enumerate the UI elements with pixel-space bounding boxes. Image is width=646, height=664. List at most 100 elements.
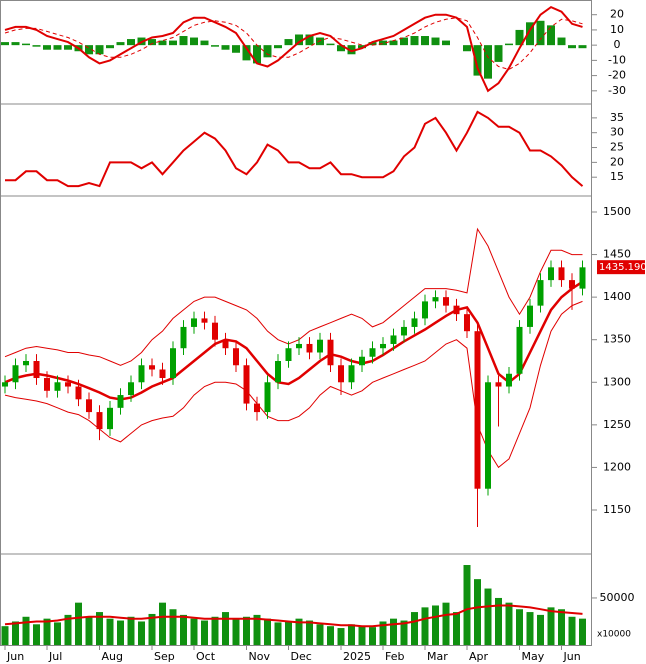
candle-body xyxy=(23,360,29,366)
x-tick-label: Dec xyxy=(291,650,312,663)
volume-bar xyxy=(1,626,9,645)
histogram-bar xyxy=(526,22,534,46)
histogram-bar xyxy=(64,45,72,50)
candle-body xyxy=(443,297,449,306)
x-tick-label: Feb xyxy=(385,650,404,663)
volume-bar xyxy=(159,602,166,645)
volume-bar xyxy=(54,622,61,645)
series-line xyxy=(5,110,584,188)
histogram-bar xyxy=(557,37,566,46)
histogram-bar xyxy=(568,45,576,49)
histogram-bar xyxy=(431,37,440,46)
candle-body xyxy=(380,343,386,349)
candle-body xyxy=(128,382,134,396)
volume-bar xyxy=(558,609,565,645)
volume-bar xyxy=(201,620,208,645)
candle-body xyxy=(180,326,187,349)
volume-bar xyxy=(421,607,429,645)
y-tick-label: -30 xyxy=(608,84,626,97)
candle-body xyxy=(464,314,470,332)
x-tick-label: Apr xyxy=(469,650,489,663)
histogram-bar xyxy=(253,45,261,64)
histogram-bar xyxy=(463,45,471,52)
histogram-bar xyxy=(305,34,314,46)
candle-body xyxy=(422,301,428,319)
volume-bar xyxy=(411,612,418,645)
volume-bar xyxy=(180,614,187,645)
candle-body xyxy=(401,326,407,336)
y-tick-label: 10 xyxy=(610,23,624,36)
volume-bar xyxy=(232,618,240,645)
candle-body xyxy=(170,348,176,379)
histogram-bar xyxy=(211,45,219,47)
histogram-bar xyxy=(169,40,177,46)
last-price-label: 1435.190 xyxy=(599,262,646,273)
candle-body xyxy=(453,305,460,315)
histogram-bar xyxy=(326,43,335,46)
volume-bar xyxy=(337,628,345,645)
volume-bar xyxy=(96,612,103,645)
volume-bar xyxy=(12,621,19,645)
candle-body xyxy=(569,280,575,289)
x-tick-label: Mar xyxy=(427,650,448,663)
y-tick-label: 1350 xyxy=(603,333,631,346)
y-tick-label: 1400 xyxy=(603,290,631,303)
histogram-bar xyxy=(127,39,135,46)
histogram-bar xyxy=(43,45,51,50)
x-tick-label: Aug xyxy=(102,650,123,663)
x-tick-label: Nov xyxy=(249,650,271,663)
candle-body xyxy=(254,403,260,413)
histogram-bar xyxy=(116,42,125,46)
volume-bar xyxy=(537,614,544,645)
series-line xyxy=(4,17,583,71)
y-tick-label: -20 xyxy=(608,69,626,82)
histogram-bar xyxy=(347,45,356,55)
volume-bar xyxy=(327,626,334,645)
volume-bar xyxy=(22,616,30,645)
histogram-bar xyxy=(505,43,513,46)
candle-body xyxy=(2,382,8,387)
histogram-bar xyxy=(284,39,293,46)
x-tick-label: Jul xyxy=(48,650,62,663)
candle-body xyxy=(390,335,397,344)
candle-body xyxy=(527,305,533,327)
volume-bar xyxy=(117,620,124,645)
volume-bar xyxy=(526,612,534,645)
x-tick-label: Jun xyxy=(563,650,581,663)
volume-bar xyxy=(264,618,271,645)
volume-bar xyxy=(348,624,355,645)
candle-body xyxy=(159,369,166,379)
histogram-bar xyxy=(578,45,587,49)
candle-body xyxy=(338,365,344,383)
histogram-bar xyxy=(316,37,324,46)
candle-body xyxy=(285,348,292,361)
histogram-bar xyxy=(515,29,524,46)
histogram-bar xyxy=(473,45,482,76)
candle-body xyxy=(212,322,218,340)
volume-bar xyxy=(547,607,555,645)
candle-body xyxy=(264,382,271,413)
x-tick-label: Oct xyxy=(196,650,216,663)
candle-body xyxy=(275,360,281,383)
x-tick-label: May xyxy=(522,650,545,663)
x-tick-label: Sep xyxy=(154,650,175,663)
candle-body xyxy=(44,378,50,391)
histogram-bar xyxy=(95,45,104,55)
volume-bar xyxy=(474,579,481,645)
volume-bar xyxy=(169,609,177,645)
volume-bar xyxy=(33,624,40,645)
histogram-bar xyxy=(85,45,93,55)
candle-body xyxy=(149,365,155,370)
histogram-bar xyxy=(337,45,345,52)
volume-bar xyxy=(484,588,492,645)
volume-bar xyxy=(64,614,72,645)
volume-bar xyxy=(400,620,408,645)
histogram-bar xyxy=(547,25,555,46)
volume-bar xyxy=(285,621,292,645)
volume-bar xyxy=(243,616,250,645)
histogram-bar xyxy=(148,39,156,46)
volume-bar xyxy=(85,616,93,645)
last-price-box xyxy=(597,260,645,275)
y-tick-label: 1300 xyxy=(603,375,631,388)
candle-body xyxy=(138,365,145,383)
